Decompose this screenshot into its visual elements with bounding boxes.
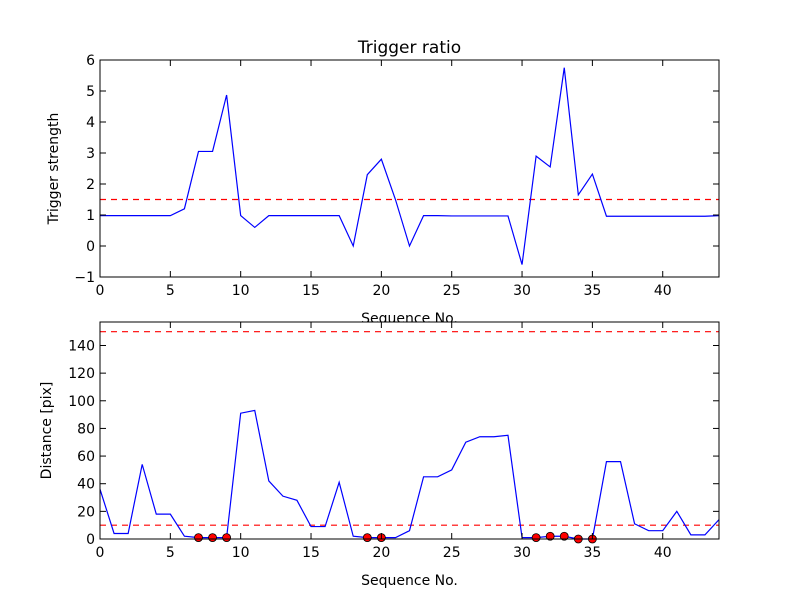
top-x-tick-label: 35 xyxy=(583,283,601,299)
top-y-ticks: −1 0 1 2 3 4 5 6 xyxy=(74,53,719,286)
top-series-line xyxy=(100,67,720,265)
bot-marker-point xyxy=(531,533,541,543)
bot-x-tick-label: 40 xyxy=(654,545,672,561)
top-series xyxy=(100,67,720,265)
bot-x-tick-label: 25 xyxy=(443,545,461,561)
top-plot-frame xyxy=(99,59,720,278)
bot-marker-point xyxy=(559,531,569,541)
top-x-ticks: 0 5 10 15 20 25 30 35 40 xyxy=(96,60,672,299)
top-y-tick-label: 1 xyxy=(86,208,95,224)
top-x-tick-label: 40 xyxy=(654,283,672,299)
top-x-tick-label: 0 xyxy=(96,283,105,299)
bottom-y-axis-label: Distance [pix] xyxy=(39,382,55,480)
bot-y-tick-label: 120 xyxy=(68,366,95,382)
bot-y-tick-label: 0 xyxy=(86,532,95,548)
bottom-y-ticks: 0 20 40 60 80 100 120 140 xyxy=(68,338,719,548)
bot-x-tick-label: 20 xyxy=(372,545,390,561)
bot-marker-point xyxy=(208,533,217,543)
bot-y-tick-label: 40 xyxy=(77,477,95,493)
top-chart-title: Trigger ratio xyxy=(357,38,461,58)
top-y-tick-label: 5 xyxy=(86,84,95,100)
bot-y-tick-label: 80 xyxy=(77,421,95,437)
bottom-subplot: 0 5 10 15 20 25 30 35 40 0 20 40 60 80 100 120 140 Sequ… xyxy=(39,321,720,589)
bot-x-tick-label: 10 xyxy=(232,545,250,561)
top-y-tick-label: 3 xyxy=(86,146,95,162)
bot-marker-point xyxy=(194,533,203,543)
bot-marker-point xyxy=(222,533,232,543)
bot-x-tick-label: 0 xyxy=(96,545,105,561)
top-x-tick-label: 30 xyxy=(513,283,531,299)
bottom-x-axis-label: Sequence No. xyxy=(361,573,458,589)
bot-series-line xyxy=(99,409,720,540)
top-x-tick-label: 25 xyxy=(443,283,461,299)
bottom-plot-frame xyxy=(99,321,720,540)
bot-marker-point xyxy=(362,533,372,543)
bot-x-tick-label: 5 xyxy=(166,545,175,561)
bot-y-tick-label: 20 xyxy=(77,504,95,520)
top-y-axis-label: Trigger strength xyxy=(46,113,62,226)
bottom-x-ticks: 0 5 10 15 20 25 30 35 40 xyxy=(96,322,672,561)
top-x-tick-label: 10 xyxy=(232,283,250,299)
bottom-plot-area xyxy=(100,322,719,539)
bottom-series xyxy=(99,409,720,540)
top-y-tick-label: 2 xyxy=(86,177,95,193)
bot-marker-point xyxy=(545,531,555,541)
top-subplot: Trigger ratio 0 5 10 15 20 25 30 35 40 −10123456… xyxy=(46,38,720,327)
top-y-tick-label: 4 xyxy=(86,115,95,131)
bot-x-tick-label: 30 xyxy=(513,545,531,561)
top-x-tick-label: 15 xyxy=(302,283,320,299)
bot-x-tick-label: 15 xyxy=(302,545,320,561)
top-plot-area xyxy=(100,60,719,277)
bot-y-tick-label: 140 xyxy=(68,338,95,354)
bottom-threshold-lines xyxy=(100,331,719,526)
top-x-tick-label: 5 xyxy=(166,283,175,299)
bot-y-tick-label: 100 xyxy=(68,394,95,410)
top-x-tick-label: 20 xyxy=(372,283,390,299)
bot-y-tick-label: 60 xyxy=(77,449,95,465)
top-y-tick-label: −1 xyxy=(74,270,95,286)
bot-x-tick-label: 35 xyxy=(583,545,601,561)
top-y-tick-label: 6 xyxy=(86,53,95,69)
top-y-tick-label: 0 xyxy=(86,239,95,255)
